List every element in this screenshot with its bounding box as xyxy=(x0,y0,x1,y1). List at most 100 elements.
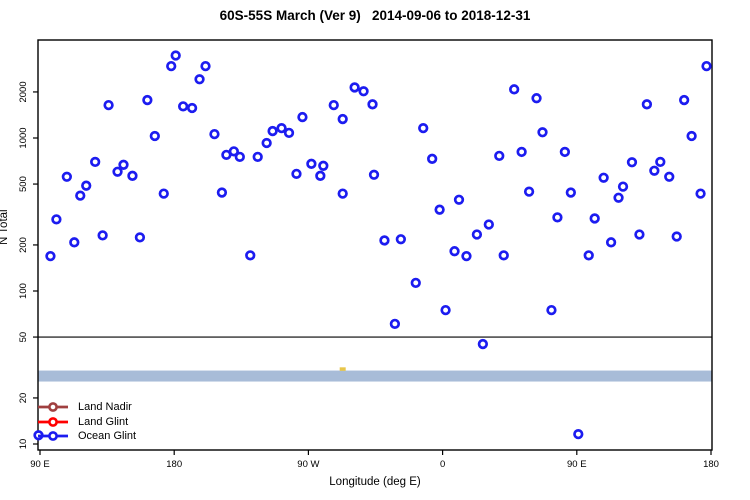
scatter-point xyxy=(617,181,629,192)
scatter-point xyxy=(149,130,160,142)
x-tick-label: 90 E xyxy=(567,459,587,470)
scatter-point xyxy=(45,250,56,262)
x-tick-label: 180 xyxy=(703,459,719,470)
scatter-point xyxy=(252,151,263,163)
scatter-point xyxy=(315,170,326,181)
scatter-point xyxy=(523,186,535,197)
y-tick-label: 500 xyxy=(18,176,29,192)
legend-label: Ocean Glint xyxy=(78,430,137,443)
scatter-point xyxy=(118,159,129,170)
scatter-point xyxy=(97,230,108,241)
y-tick-label: 10 xyxy=(18,439,29,450)
scatter-point xyxy=(509,84,520,95)
y-tick-label: 2000 xyxy=(18,81,29,102)
chart-title: 60S-55S March (Ver 9) 2014-09-06 to 2018… xyxy=(219,8,531,23)
x-tick-label: 0 xyxy=(440,459,445,470)
scatter-point xyxy=(598,172,609,183)
legend: Land Nadir Land Glint Ocean Glint xyxy=(38,400,136,444)
y-axis-title: N Total xyxy=(0,209,10,245)
scatter-point xyxy=(671,231,682,242)
scatter-point xyxy=(61,171,72,182)
scatter-point xyxy=(367,99,378,110)
scatter-point xyxy=(641,99,653,110)
scatter-point xyxy=(142,94,153,106)
scatter-point xyxy=(427,153,438,164)
scatter-point xyxy=(170,50,181,61)
scatter-point xyxy=(695,188,706,199)
scatter-point xyxy=(483,219,494,230)
scatter-point xyxy=(613,192,624,203)
scatter-point xyxy=(701,60,712,72)
scatter-point xyxy=(559,146,571,158)
scatter-point xyxy=(75,190,86,201)
scatter-point xyxy=(418,122,429,134)
scatter-point xyxy=(103,99,114,111)
land-glint-marker-icon xyxy=(38,416,68,427)
scatter-point xyxy=(358,86,369,97)
scatter-point xyxy=(453,194,465,205)
scatter-point xyxy=(194,74,205,85)
scatter-point xyxy=(546,304,557,316)
scatter-point xyxy=(494,150,505,162)
scatter-point xyxy=(583,250,594,261)
scatter-point xyxy=(368,169,380,180)
scatter-point xyxy=(440,304,451,316)
x-tick-label: 180 xyxy=(166,459,182,470)
scatter-point xyxy=(679,94,690,106)
scatter-point xyxy=(267,125,278,137)
scatter-point xyxy=(565,187,576,198)
y-tick-label: 1000 xyxy=(18,127,29,148)
scatter-point xyxy=(228,146,239,157)
scatter-point xyxy=(434,204,445,215)
scatter-point xyxy=(498,250,509,261)
y-tick-label: 200 xyxy=(18,237,29,253)
scatter-point xyxy=(134,232,146,243)
scatter-point xyxy=(537,127,548,138)
scatter-point xyxy=(589,213,600,224)
scatter-point xyxy=(449,246,460,257)
scatter-point xyxy=(69,237,80,248)
scatter-point xyxy=(318,160,329,171)
yellow-mark xyxy=(339,367,346,371)
highlight-band xyxy=(38,370,712,382)
scatter-point xyxy=(573,428,584,440)
scatter-point xyxy=(283,127,295,139)
scatter-point xyxy=(297,111,308,123)
legend-item-ocean-glint: Ocean Glint xyxy=(38,429,136,444)
x-tick-label: 90 E xyxy=(30,459,50,470)
legend-label: Land Glint xyxy=(78,415,129,428)
scatter-point xyxy=(127,170,138,181)
scatter-point xyxy=(626,157,638,168)
scatter-point xyxy=(477,338,489,350)
y-tick-label: 50 xyxy=(18,332,29,343)
scatter-point xyxy=(379,235,390,246)
scatter-point xyxy=(655,156,666,168)
scatter-point xyxy=(686,130,697,142)
scatter-point xyxy=(389,318,401,329)
scatter-point xyxy=(634,229,645,240)
x-tick-label: 90 W xyxy=(297,459,319,470)
scatter-point xyxy=(552,212,563,223)
scatter-point xyxy=(186,102,198,114)
scatter-point xyxy=(649,165,660,176)
scatter-point xyxy=(395,234,406,245)
scatter-point xyxy=(112,166,123,177)
legend-item-land-nadir: Land Nadir xyxy=(38,400,136,415)
scatter-point xyxy=(245,250,256,261)
scatter-point xyxy=(209,128,220,140)
scatter-point xyxy=(337,188,348,199)
scatter-point xyxy=(410,277,421,289)
scatter-point xyxy=(531,93,542,104)
legend-label: Land Nadir xyxy=(78,401,132,414)
y-tick-label: 100 xyxy=(18,283,29,299)
scatter-point xyxy=(337,113,348,125)
scatter-point xyxy=(328,99,339,111)
scatter-point xyxy=(461,250,472,262)
scatter-point xyxy=(471,229,483,240)
scatter-point xyxy=(234,151,245,163)
scatter-point xyxy=(216,187,228,198)
scatter-point xyxy=(90,156,101,168)
ocean-glint-marker-icon xyxy=(38,431,68,442)
